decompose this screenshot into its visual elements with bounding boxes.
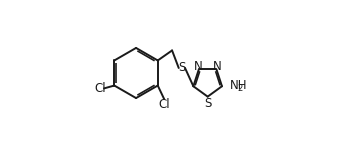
Text: S: S: [178, 61, 185, 74]
Text: NH: NH: [230, 79, 247, 92]
Text: Cl: Cl: [94, 82, 105, 95]
Text: S: S: [204, 97, 211, 110]
Text: N: N: [213, 60, 222, 73]
Text: N: N: [194, 60, 203, 73]
Text: 2: 2: [237, 84, 243, 93]
Text: Cl: Cl: [159, 98, 170, 111]
